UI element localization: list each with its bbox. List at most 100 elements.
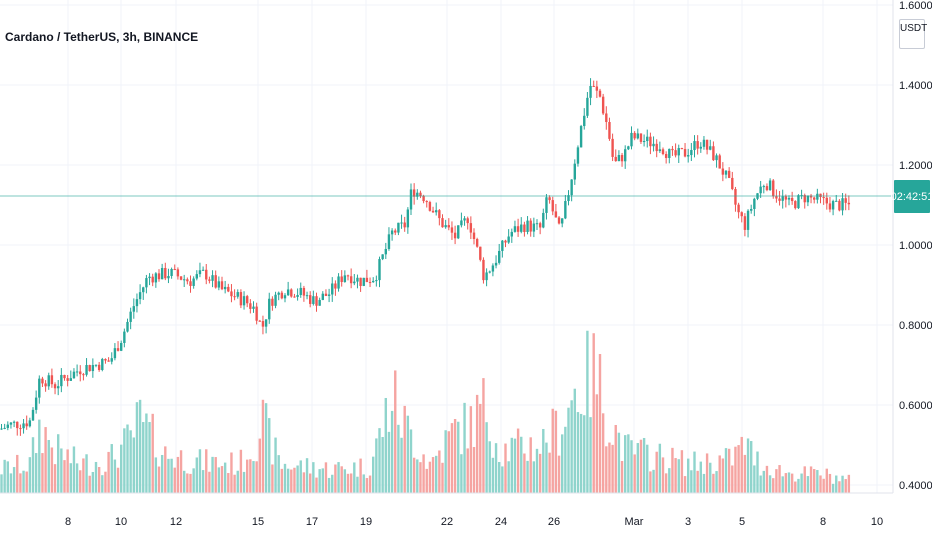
volume-bar [813, 469, 816, 493]
candle-body [283, 295, 287, 299]
volume-bar [608, 442, 611, 493]
volume-bar [721, 458, 725, 493]
candle-body [601, 96, 605, 114]
candle-body [548, 197, 551, 201]
candle-body [19, 428, 22, 430]
candle-body [16, 421, 19, 429]
volume-bar [0, 474, 3, 493]
candle-body [797, 195, 800, 209]
candle-body [164, 267, 167, 279]
candle-body [82, 374, 85, 376]
volume-bar [406, 415, 410, 493]
volume-bar [800, 473, 803, 493]
currency-unit-button[interactable]: USDT [899, 19, 927, 49]
candle-body [664, 154, 668, 158]
volume-bar [469, 406, 473, 493]
candle-body [353, 281, 356, 284]
volume-bar [564, 426, 567, 493]
volume-bar [88, 475, 91, 493]
volume-bar [403, 405, 406, 493]
candle-body [727, 170, 731, 178]
volume-bar [690, 470, 693, 493]
candle-body [290, 289, 293, 297]
volume-bar [258, 438, 261, 493]
volume-bar [759, 475, 762, 493]
volume-bar [337, 462, 340, 493]
volume-bar [668, 468, 671, 493]
volume-bar [768, 475, 772, 493]
candle-body [416, 192, 419, 197]
volume-bar [592, 333, 595, 493]
volume-bar [69, 463, 72, 493]
volume-bar [246, 459, 249, 493]
volume-bar [60, 448, 63, 493]
candle-body [718, 155, 721, 169]
volume-bar [394, 370, 397, 493]
candle-body [236, 292, 239, 297]
candle-body [705, 139, 709, 150]
time-tick-label: 10 [871, 516, 883, 528]
candle-body [617, 155, 621, 162]
candle-body [784, 196, 788, 200]
volume-bar [561, 434, 564, 493]
candle-body [28, 420, 32, 427]
candle-body [532, 223, 536, 232]
candle-body [60, 374, 63, 387]
volume-bar [217, 467, 221, 493]
volume-bar [186, 473, 189, 493]
volume-bar [642, 437, 646, 493]
volume-bar [652, 469, 655, 493]
volume-bar [772, 478, 775, 493]
volume-bar [816, 470, 819, 493]
volume-bar [847, 474, 851, 493]
candle-body [318, 299, 321, 306]
candle-body [642, 141, 646, 143]
candle-body [510, 231, 513, 237]
volume-bar [570, 400, 573, 493]
volume-bar [283, 463, 287, 493]
volume-bar [318, 469, 321, 493]
candle-body [397, 222, 400, 233]
candle-body [702, 139, 706, 147]
volume-bar [576, 412, 580, 493]
candle-body [806, 195, 810, 203]
candle-body [592, 85, 595, 87]
volume-bar [475, 394, 479, 493]
volume-bar [110, 444, 113, 493]
volume-bar [94, 461, 98, 493]
volume-bar [327, 477, 331, 493]
volume-bar [126, 424, 129, 493]
time-tick-label: 26 [548, 516, 560, 528]
volume-bar [828, 473, 832, 493]
volume-bar [309, 473, 312, 493]
candle-body [627, 146, 630, 150]
candle-body [97, 364, 101, 370]
candle-body [520, 224, 523, 232]
candle-body [242, 296, 246, 306]
volume-bar [120, 444, 123, 493]
volume-bar [16, 454, 19, 493]
volume-bar [712, 473, 715, 493]
time-axis[interactable]: 8 10 12 15 17 19 22 24 26 Mar 3 5 8 10 [65, 516, 883, 528]
candle-body [636, 133, 639, 139]
candle-body [624, 149, 627, 162]
volume-bar [655, 451, 658, 493]
time-tick-label: 10 [115, 516, 127, 528]
volume-bar [66, 449, 69, 493]
candle-body [822, 197, 825, 199]
volume-bar [639, 439, 643, 493]
grid-lines [0, 0, 893, 493]
candle-body [9, 422, 13, 425]
volume-bar [765, 465, 769, 493]
volume-bar [450, 423, 454, 493]
candle-body [504, 240, 507, 243]
time-tick-label: 15 [252, 516, 264, 528]
countdown-badge [894, 180, 930, 213]
volume-bar [844, 479, 847, 493]
volume-bar [529, 437, 532, 493]
volume-bar [438, 450, 441, 493]
